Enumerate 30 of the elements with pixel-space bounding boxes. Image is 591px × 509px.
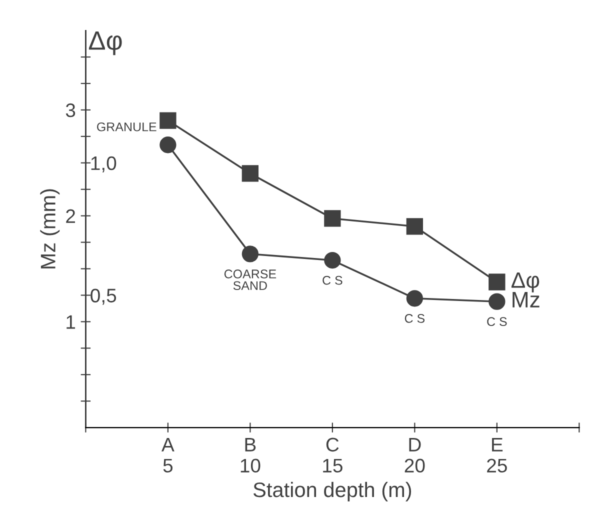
x-tick-label: B 10 bbox=[240, 438, 260, 473]
point bbox=[160, 136, 176, 154]
point bbox=[406, 218, 424, 235]
point bbox=[488, 274, 506, 290]
annotation: COARSE SAND bbox=[224, 270, 276, 290]
point bbox=[160, 112, 176, 129]
point bbox=[242, 246, 259, 262]
x-tick-label: E 25 bbox=[487, 438, 507, 473]
y-tick-label: 2 bbox=[66, 209, 75, 223]
point bbox=[242, 165, 259, 182]
series-label: Δφ bbox=[511, 272, 540, 292]
point bbox=[488, 293, 506, 310]
x-axis-title: Station depth (m) bbox=[253, 482, 412, 502]
y2-tick-label: 0,5 bbox=[90, 288, 116, 305]
y-tick-label: 1 bbox=[66, 315, 76, 329]
annotation: C S bbox=[322, 276, 342, 285]
x-tick-label: D 20 bbox=[404, 438, 425, 473]
point bbox=[324, 252, 341, 269]
x-tick-label: C 15 bbox=[323, 438, 342, 473]
y-tick-label: 3 bbox=[66, 103, 76, 118]
x-tick-label: A 5 bbox=[161, 438, 174, 473]
point bbox=[406, 290, 424, 307]
y-axis-title: Mz (mm) bbox=[40, 189, 60, 268]
annotation: C S bbox=[404, 314, 425, 323]
annotation: C S bbox=[487, 317, 507, 326]
annotation: GRANULE bbox=[97, 122, 156, 132]
y2-axis-title: Δφ bbox=[88, 32, 122, 56]
point bbox=[324, 210, 341, 227]
y2-tick-label: 1,0 bbox=[91, 156, 116, 172]
series-label: Mz bbox=[512, 292, 540, 308]
